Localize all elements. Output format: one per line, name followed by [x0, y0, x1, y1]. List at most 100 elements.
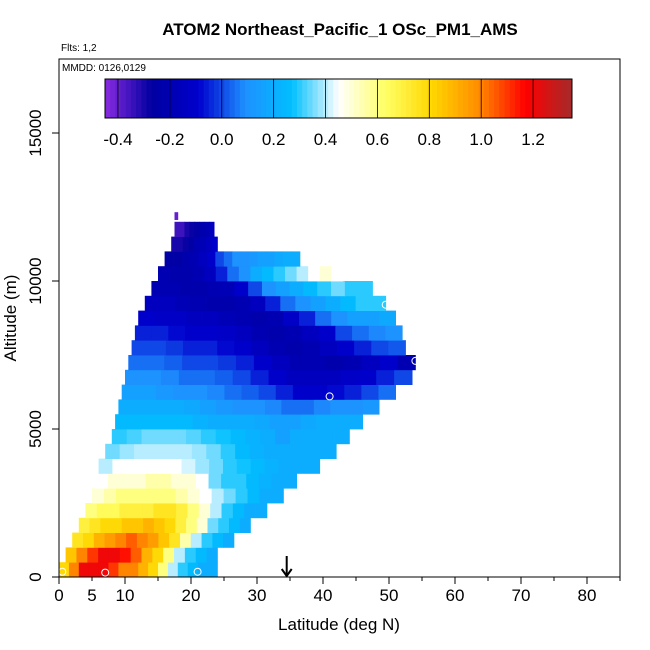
heatmap-cell [249, 251, 259, 267]
heatmap-cell [111, 429, 128, 445]
heatmap-cell [204, 266, 217, 282]
heatmap-cell [302, 340, 321, 356]
heatmap-cell [130, 414, 147, 430]
y-tick-label: 5000 [26, 410, 45, 448]
colorbar-segment [457, 79, 464, 118]
heatmap-cell [108, 503, 120, 519]
heatmap-cell [128, 355, 147, 371]
colorbar-tick-label: -0.2 [155, 130, 184, 149]
heatmap-cell [218, 310, 236, 326]
heatmap-cell [191, 443, 207, 459]
colorbar-segment [525, 79, 531, 118]
heatmap-cell [140, 458, 155, 474]
heatmap-cell [307, 443, 323, 459]
heatmap-cell [318, 325, 336, 341]
heatmap-cell [325, 355, 345, 371]
heatmap-cell [271, 355, 291, 371]
heatmap-cell [258, 473, 272, 489]
heatmap-cell [146, 355, 165, 371]
heatmap-cell [130, 547, 142, 563]
colorbar-segment [141, 79, 148, 118]
heatmap-cell [59, 562, 70, 577]
heatmap-cell [235, 325, 253, 341]
heatmap-cell [268, 325, 286, 341]
heatmap-cell [205, 295, 221, 311]
heatmap-cell [266, 251, 275, 267]
heatmap-cell [221, 503, 234, 519]
heatmap-cell [126, 532, 138, 548]
latitude-marker-arrow [280, 556, 293, 578]
heatmap-cell [206, 443, 222, 459]
colorbar-segment [561, 79, 568, 118]
heatmap-cell [280, 295, 296, 311]
heatmap-cell [292, 458, 307, 474]
heatmap-cell [310, 295, 326, 311]
heatmap-cell [126, 429, 142, 445]
heatmap-cell [315, 310, 332, 326]
heatmap-cell [194, 236, 201, 252]
heatmap-cell [223, 251, 233, 267]
heatmap-cell [255, 503, 268, 519]
heatmap-cell [236, 458, 252, 474]
colorbar-segment [110, 79, 116, 118]
heatmap-cell [134, 443, 149, 459]
heatmap-cell [200, 236, 207, 252]
heatmap-cell [284, 473, 297, 489]
heatmap-cell [282, 251, 292, 267]
heatmap-cell [163, 488, 177, 504]
heatmap-cell [264, 458, 279, 474]
x-tick-label: 50 [380, 586, 399, 605]
colorbar-segment [260, 79, 267, 118]
heatmap-cell [115, 414, 131, 430]
colorbar-tick-label: 1.2 [521, 130, 545, 149]
heatmap-cell [134, 399, 152, 415]
colorbar-segment [286, 79, 293, 118]
heatmap-cell [92, 488, 105, 504]
colorbar-segment [390, 79, 397, 118]
colorbar-segment [442, 79, 448, 118]
heatmap-cell [189, 221, 195, 237]
heatmap-cell [110, 517, 123, 533]
heatmap-cell [104, 532, 116, 548]
heatmap-cell [178, 369, 198, 385]
heatmap-cell [195, 547, 207, 563]
heatmap-cell [220, 443, 236, 459]
heatmap-cell [165, 281, 180, 297]
heatmap-cell [186, 429, 202, 445]
colorbar-segment [447, 79, 454, 118]
colorbar-segment [359, 79, 365, 118]
heatmap-cell [152, 547, 164, 563]
heatmap-cell [176, 236, 184, 252]
heatmap-cell [197, 562, 208, 577]
heatmap-cell [82, 532, 95, 548]
colorbar-segment [255, 79, 262, 118]
heatmap-cell [151, 488, 165, 504]
colorbar-segment [354, 79, 360, 118]
heatmap-cell [192, 266, 205, 282]
heatmap-cell [72, 532, 84, 548]
heatmap-cell [378, 384, 396, 400]
colorbar-segment [188, 79, 194, 118]
heatmap-cell [175, 488, 189, 504]
heatmap-cell [118, 562, 129, 577]
heatmap-cell [285, 414, 302, 430]
colorbar-segment [136, 79, 142, 118]
heatmap-cell [168, 325, 186, 341]
heatmap-cell [223, 488, 236, 504]
heatmap-cell [266, 310, 284, 326]
observation-point [381, 300, 390, 309]
heatmap-cell [177, 562, 189, 577]
heatmap-cell [206, 251, 216, 267]
heatmap-cell [355, 295, 372, 311]
x-tick-label: 30 [248, 586, 267, 605]
heatmap-cell [158, 473, 172, 489]
heatmap-cell [208, 473, 222, 489]
colorbar-segment [520, 79, 526, 118]
heatmap-cell [330, 399, 347, 415]
colorbar-tick-label: 0.0 [210, 130, 234, 149]
heatmap-cell [258, 384, 277, 400]
heatmap-cell [343, 355, 362, 371]
heatmap-cell [278, 458, 293, 474]
heatmap-cell [201, 325, 219, 341]
